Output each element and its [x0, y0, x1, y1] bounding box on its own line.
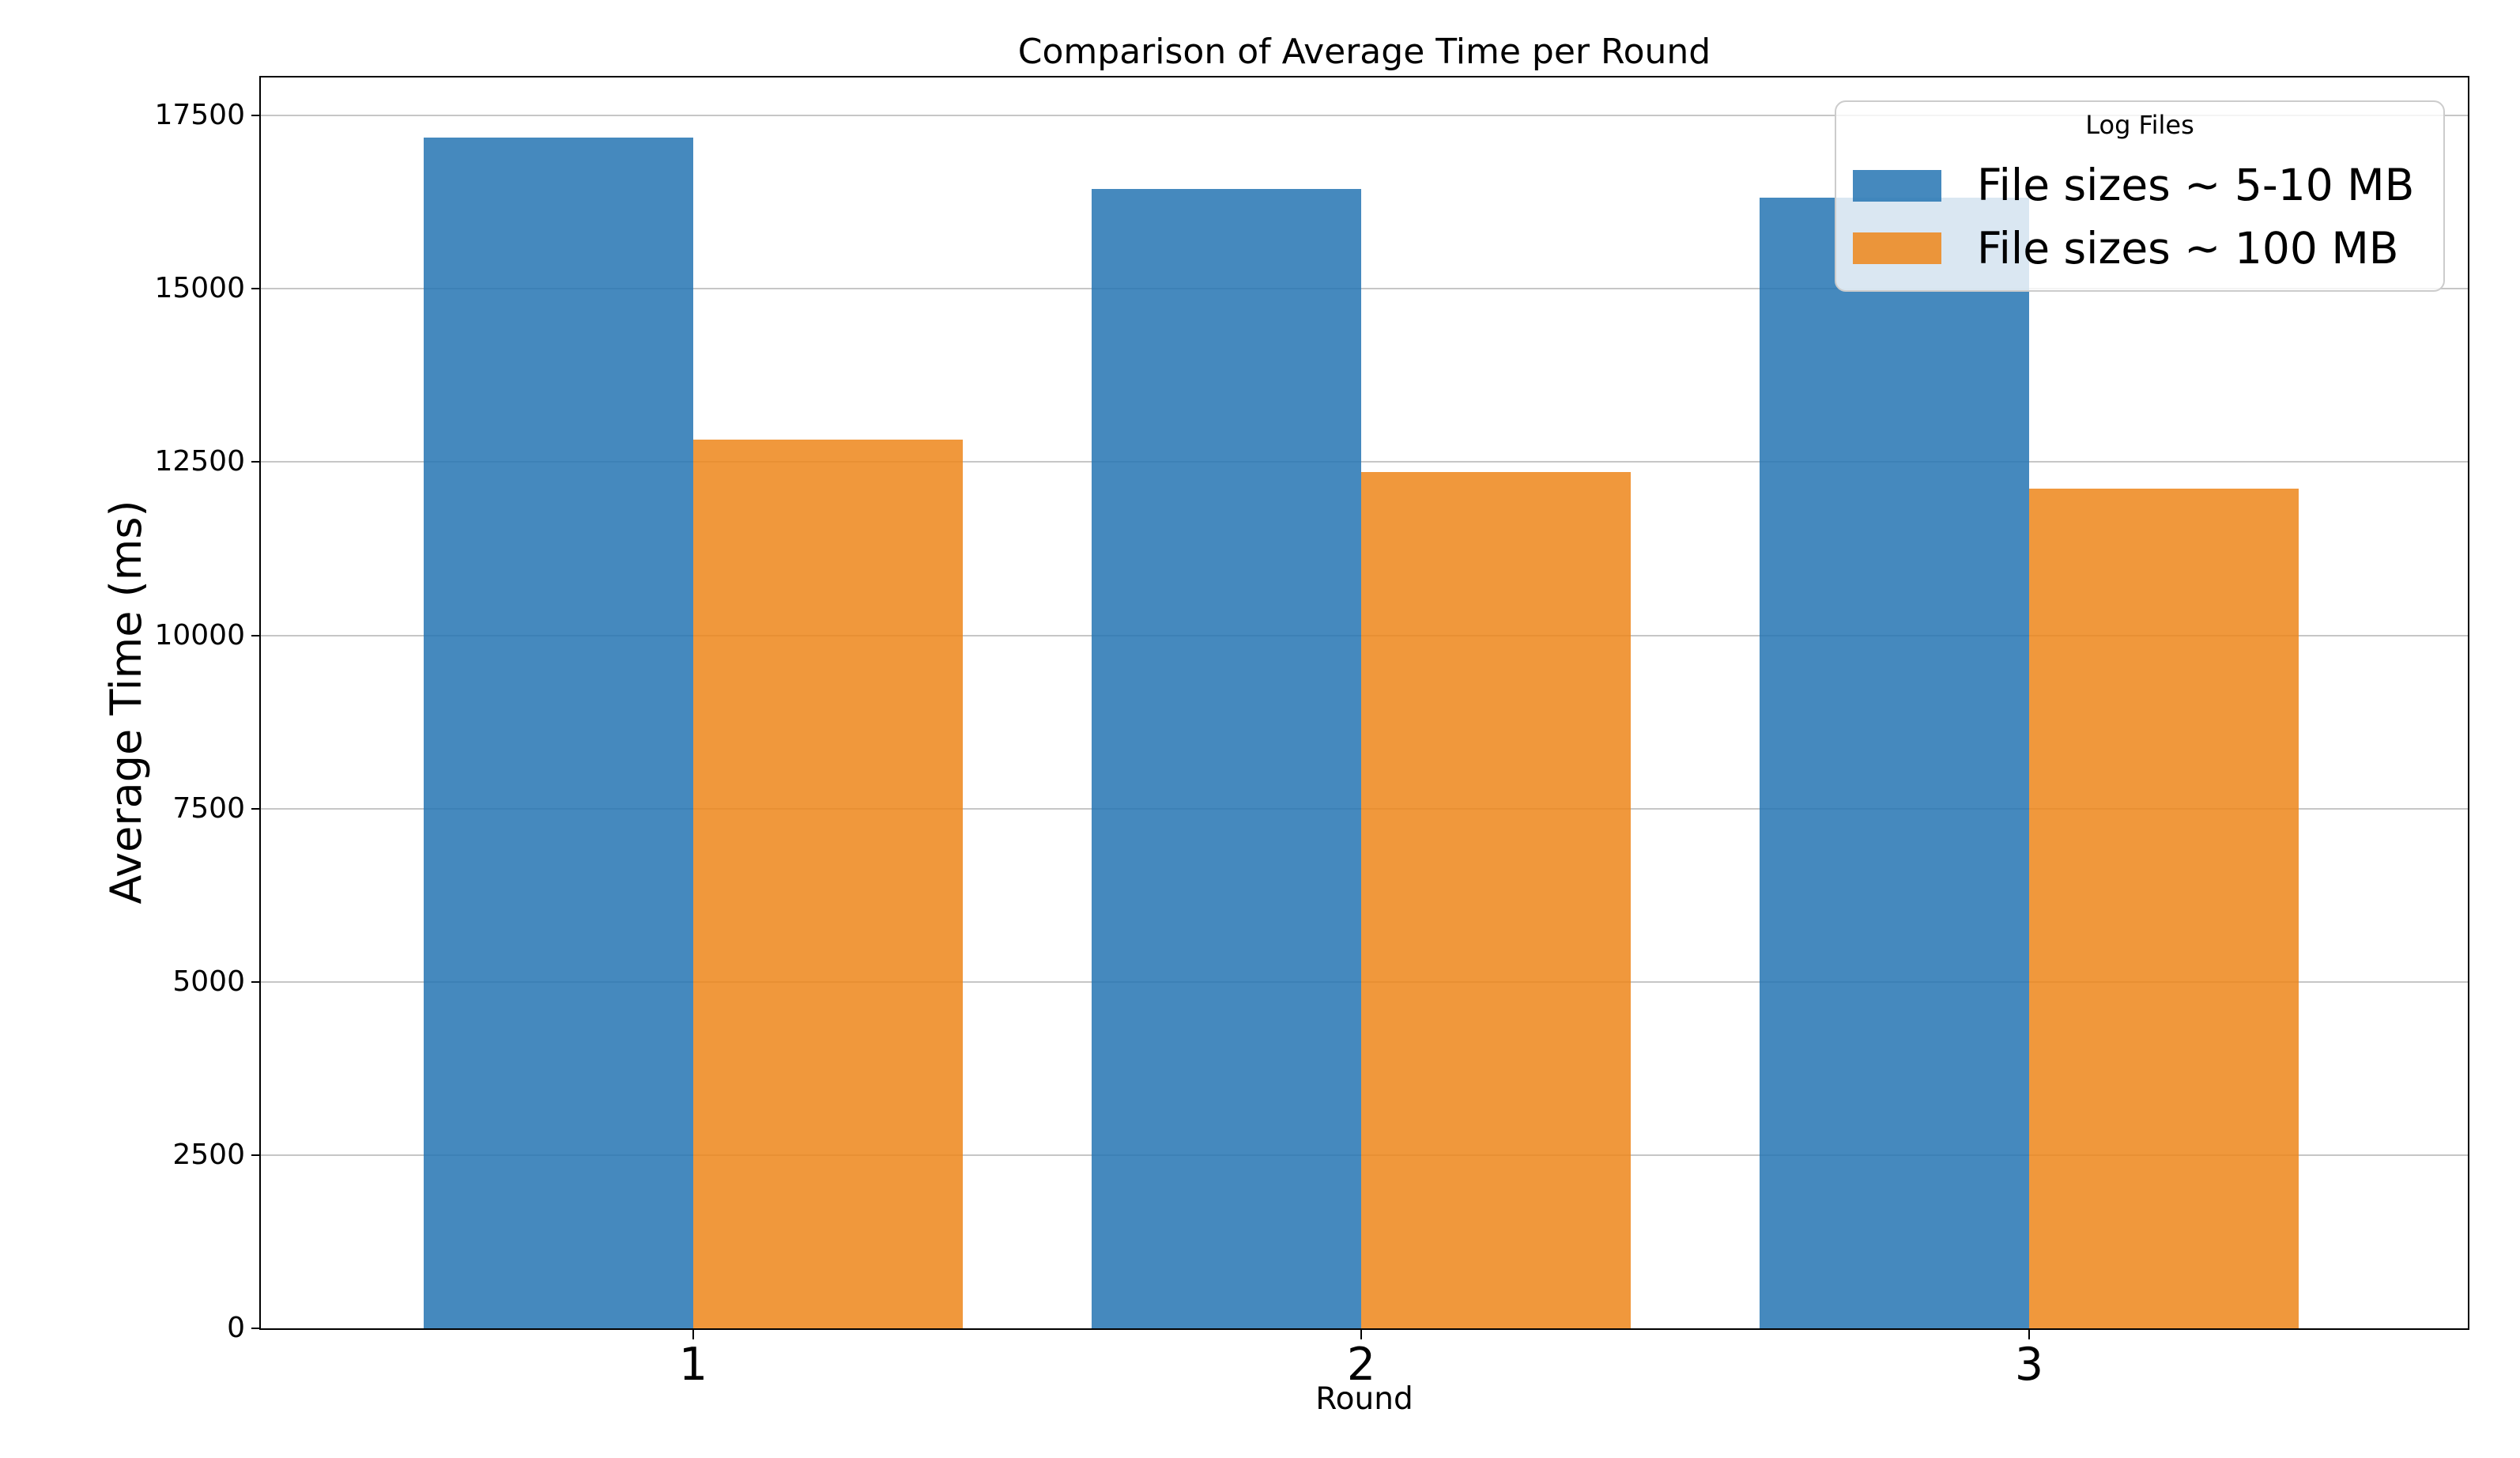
- bar-orange-round-2: [1361, 471, 1631, 1328]
- legend-item-5-10mb: File sizes ~ 5-10 MB: [1853, 161, 2443, 210]
- y-tick-mark: [251, 288, 261, 290]
- y-tick-label: 12500: [154, 445, 245, 478]
- x-tick-label: 1: [678, 1339, 708, 1391]
- legend: Log Files File sizes ~ 5-10 MB File size…: [1835, 100, 2445, 292]
- y-tick-label: 10000: [154, 618, 245, 652]
- y-tick-mark: [251, 980, 261, 983]
- gridline: [261, 461, 2468, 463]
- legend-label-100mb: File sizes ~ 100 MB: [1977, 222, 2399, 274]
- x-tick-mark: [1360, 1330, 1362, 1339]
- gridline: [261, 288, 2468, 290]
- y-tick-label: 15000: [154, 272, 245, 305]
- y-tick-label: 17500: [154, 99, 245, 132]
- bar-orange-round-1: [693, 440, 963, 1328]
- y-tick-label: 5000: [172, 965, 245, 998]
- y-tick-mark: [251, 115, 261, 117]
- x-axis-title: Round: [1315, 1381, 1413, 1417]
- y-tick-mark: [251, 807, 261, 810]
- y-tick-mark: [251, 1328, 261, 1329]
- gridline: [261, 115, 2468, 117]
- y-tick-mark: [251, 1154, 261, 1156]
- bar-blue-round-1: [424, 138, 693, 1328]
- bar-blue-round-3: [1760, 197, 2029, 1328]
- legend-swatch-blue-icon: [1853, 170, 1941, 202]
- y-tick-label: 0: [227, 1312, 245, 1344]
- legend-title: Log Files: [2085, 110, 2194, 140]
- legend-swatch-orange-icon: [1853, 232, 1941, 265]
- x-tick-label: 3: [2014, 1339, 2044, 1391]
- legend-label-5-10mb: File sizes ~ 5-10 MB: [1977, 160, 2415, 211]
- bar-orange-round-3: [2029, 488, 2299, 1328]
- legend-item-100mb: File sizes ~ 100 MB: [1853, 222, 2443, 274]
- x-tick-mark: [2028, 1330, 2030, 1339]
- x-tick-mark: [692, 1330, 694, 1339]
- y-tick-mark: [251, 461, 261, 463]
- chart-title: Comparison of Average Time per Round: [1017, 32, 1711, 72]
- y-tick-mark: [251, 634, 261, 636]
- y-tick-label: 2500: [172, 1138, 245, 1171]
- y-tick-label: 7500: [172, 791, 245, 825]
- y-axis-title: Average Time (ms): [101, 500, 151, 905]
- bar-blue-round-2: [1092, 189, 1361, 1328]
- x-tick-label: 2: [1346, 1339, 1376, 1391]
